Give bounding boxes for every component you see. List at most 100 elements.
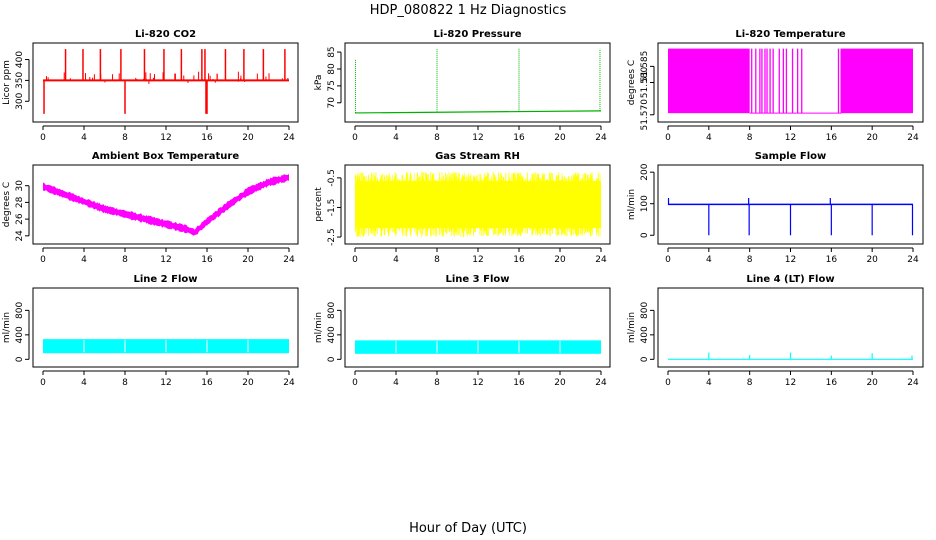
x-tick-label: 4 — [393, 378, 399, 388]
plot-frame — [32, 287, 299, 368]
series — [668, 352, 913, 360]
series — [354, 48, 602, 114]
x-tick-label: 20 — [554, 378, 566, 388]
x-tick-label: 8 — [434, 378, 440, 388]
y-axis-label: Licor ppm — [2, 60, 12, 105]
panel-title: Gas Stream RH — [435, 151, 520, 162]
panel-title: Li-820 CO2 — [135, 29, 196, 40]
x-tick-label: 0 — [665, 378, 671, 388]
y-axis-label: degrees C — [2, 182, 12, 227]
x-tick-label: 24 — [595, 133, 607, 143]
x-tick-label: 0 — [665, 255, 671, 265]
temperature-band — [43, 173, 289, 236]
y-tick-label: 0 — [640, 356, 650, 362]
y-tick-label: -0.5 — [327, 169, 337, 187]
y-tick-label: 800 — [327, 302, 337, 319]
y-axis-label: ml/min — [627, 189, 637, 220]
y-tick-label: 400 — [15, 51, 25, 68]
plot-frame — [657, 287, 924, 368]
y-axis-label: kPa — [314, 75, 324, 91]
x-tick-label: 8 — [747, 133, 753, 143]
x-tick-label: 12 — [472, 133, 483, 143]
y-tick-label: 400 — [640, 326, 650, 343]
series — [43, 49, 289, 114]
y-tick-label: 80 — [327, 63, 337, 75]
x-tick-label: 0 — [40, 133, 46, 143]
x-tick-label: 8 — [122, 255, 128, 265]
x-tick-label: 4 — [81, 133, 87, 143]
figure-xlabel: Hour of Day (UTC) — [409, 521, 527, 536]
plot-frame — [32, 42, 299, 123]
plot-frame — [32, 164, 299, 245]
panel-2: Li-820 Pressure 0 4 8 12 16 20 24 70 75 80 85 kPa — [314, 29, 611, 143]
x-tick-label: 4 — [81, 378, 87, 388]
x-tick-label: 0 — [40, 378, 46, 388]
y-tick-label: 51.580 — [640, 66, 650, 98]
x-tick-label: 24 — [907, 133, 919, 143]
x-tick-label: 20 — [242, 378, 254, 388]
x-tick-label: 24 — [595, 255, 607, 265]
solid-band — [668, 48, 750, 114]
y-axis-label: ml/min — [314, 312, 324, 343]
y-tick-label: 0 — [640, 232, 650, 238]
x-tick-label: 20 — [554, 133, 566, 143]
x-tick-label: 24 — [283, 255, 295, 265]
y-tick-label: 300 — [15, 92, 25, 109]
x-tick-label: 20 — [242, 133, 254, 143]
y-tick-label: -2.5 — [327, 228, 337, 246]
x-tick-label: 4 — [393, 255, 399, 265]
y-tick-label: 800 — [640, 302, 650, 319]
x-tick-label: 16 — [826, 133, 838, 143]
x-tick-label: 12 — [160, 255, 171, 265]
y-tick-label: 70 — [327, 97, 337, 109]
x-tick-label: 16 — [826, 255, 838, 265]
y-tick-label: 30 — [15, 180, 25, 192]
y-tick-label: 100 — [640, 195, 650, 212]
y-axis-label: degrees C — [627, 60, 637, 105]
x-tick-label: 24 — [907, 378, 919, 388]
x-tick-label: 20 — [866, 378, 878, 388]
x-tick-label: 8 — [434, 133, 440, 143]
y-tick-label: -1.5 — [327, 199, 337, 217]
x-tick-label: 8 — [747, 255, 753, 265]
y-tick-label: 51.570 — [640, 99, 650, 131]
x-tick-label: 12 — [160, 133, 171, 143]
panel-4: Ambient Box Temperature 0 4 8 12 16 20 24 24 26 28… — [2, 151, 299, 265]
panel-title: Li-820 Pressure — [433, 29, 521, 40]
series — [667, 198, 914, 236]
y-tick-label: 0 — [327, 356, 337, 362]
series — [43, 173, 289, 236]
x-tick-label: 16 — [201, 378, 213, 388]
y-tick-label: 400 — [15, 326, 25, 343]
x-tick-label: 12 — [160, 378, 171, 388]
x-tick-label: 8 — [122, 378, 128, 388]
x-tick-label: 20 — [242, 255, 254, 265]
x-tick-label: 20 — [866, 255, 878, 265]
x-tick-label: 8 — [747, 378, 753, 388]
baseline-line — [354, 110, 602, 114]
x-tick-label: 16 — [513, 255, 525, 265]
panel-title: Line 4 (LT) Flow — [746, 274, 834, 285]
series — [43, 339, 289, 354]
x-tick-label: 4 — [393, 133, 399, 143]
x-tick-label: 24 — [283, 378, 295, 388]
x-tick-label: 4 — [706, 133, 712, 143]
x-tick-label: 16 — [513, 133, 525, 143]
x-tick-label: 16 — [826, 378, 838, 388]
x-tick-label: 0 — [352, 255, 358, 265]
x-tick-label: 12 — [472, 255, 483, 265]
series — [355, 340, 601, 354]
x-tick-label: 20 — [554, 255, 566, 265]
y-axis-label: ml/min — [627, 312, 637, 343]
x-tick-label: 4 — [706, 255, 712, 265]
plot-frame — [657, 164, 924, 245]
x-tick-label: 4 — [706, 378, 712, 388]
plot-frame — [344, 164, 611, 245]
x-tick-label: 12 — [472, 378, 483, 388]
y-axis-label: percent — [314, 187, 324, 222]
